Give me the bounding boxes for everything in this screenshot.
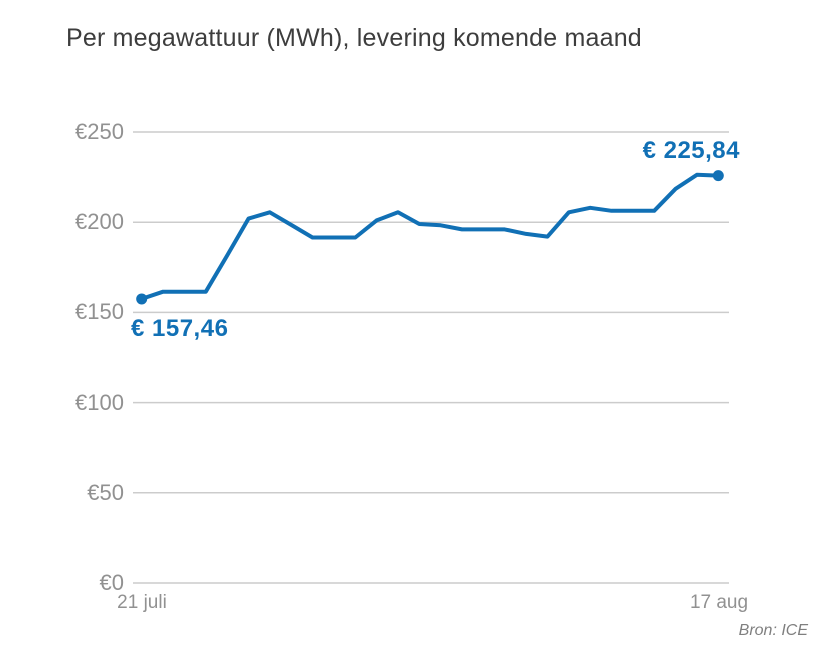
price-line (139, 172, 721, 301)
y-tick-label: €200 (75, 209, 124, 235)
end-value-label: € 225,84 (642, 137, 740, 164)
end-point-dot (712, 170, 724, 182)
source-credit: Bron: ICE (738, 622, 808, 639)
y-tick-label: €0 (99, 570, 124, 595)
chart-title: Per megawattuur (MWh), levering komende … (66, 24, 642, 52)
start-point-dot (136, 293, 148, 305)
y-tick-label: €50 (87, 479, 124, 505)
y-tick-label: €250 (75, 119, 124, 144)
y-tick-label: €100 (75, 389, 124, 415)
y-tick-label: €150 (75, 299, 124, 325)
start-value-label: € 157,46 (131, 315, 229, 342)
x-axis-label-start: 21 juli (117, 592, 167, 613)
x-axis-label-end: 17 aug (689, 592, 749, 613)
